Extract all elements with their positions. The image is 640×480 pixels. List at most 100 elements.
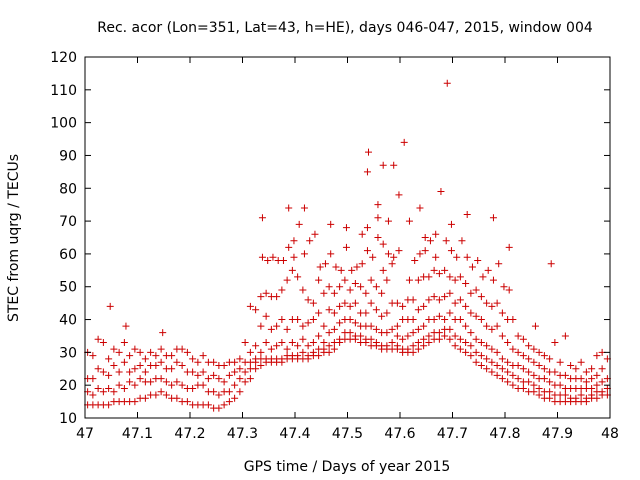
data-point <box>467 309 475 317</box>
data-point <box>456 345 464 353</box>
data-point <box>567 361 575 369</box>
data-point <box>556 381 564 389</box>
data-point <box>435 312 443 320</box>
data-point <box>215 375 223 383</box>
data-point <box>321 260 329 268</box>
data-point <box>463 211 471 219</box>
data-point <box>443 79 451 87</box>
data-point <box>332 263 340 271</box>
data-point <box>420 335 428 343</box>
data-point <box>220 401 228 409</box>
data-point <box>288 266 296 274</box>
data-point <box>267 325 275 333</box>
data-point <box>472 335 480 343</box>
data-point <box>414 276 422 284</box>
data-point <box>299 286 307 294</box>
data-point <box>451 342 459 350</box>
data-point <box>462 302 470 310</box>
data-point <box>320 345 328 353</box>
data-point <box>483 342 491 350</box>
data-point <box>252 365 260 373</box>
data-point <box>379 240 387 248</box>
data-point <box>414 306 422 314</box>
data-point <box>294 342 302 350</box>
data-point <box>300 204 308 212</box>
data-point <box>484 266 492 274</box>
data-point <box>126 378 134 386</box>
data-point <box>488 325 496 333</box>
data-point <box>342 243 350 251</box>
data-point <box>94 384 102 392</box>
data-point <box>483 365 491 373</box>
data-point <box>453 253 461 261</box>
data-point <box>89 352 97 360</box>
data-point <box>446 309 454 317</box>
data-point <box>225 388 233 396</box>
data-point <box>353 263 361 271</box>
data-point <box>94 335 102 343</box>
data-point <box>315 309 323 317</box>
data-point <box>535 391 543 399</box>
chart-title: Rec. acor (Lon=351, Lat=43, h=HE), days … <box>97 20 593 36</box>
data-point <box>446 325 454 333</box>
data-point <box>327 220 335 228</box>
data-point <box>241 368 249 376</box>
data-point <box>378 312 386 320</box>
data-point <box>210 358 218 366</box>
data-point <box>540 352 548 360</box>
data-point <box>105 401 113 409</box>
data-point <box>463 253 471 261</box>
data-point <box>540 375 548 383</box>
data-point <box>269 253 277 261</box>
data-point <box>551 339 559 347</box>
data-point <box>367 299 375 307</box>
data-point <box>477 316 485 324</box>
data-point <box>598 365 606 373</box>
data-point <box>279 256 287 264</box>
data-point <box>441 266 449 274</box>
data-point <box>462 279 470 287</box>
data-point <box>199 368 207 376</box>
data-point <box>147 348 155 356</box>
data-point <box>462 339 470 347</box>
data-point <box>273 342 281 350</box>
data-point <box>588 375 596 383</box>
data-point <box>472 312 480 320</box>
data-point <box>399 302 407 310</box>
data-point <box>483 299 491 307</box>
data-point <box>446 289 454 297</box>
data-point <box>99 368 107 376</box>
data-point <box>467 289 475 297</box>
data-point <box>577 391 585 399</box>
data-point <box>346 302 354 310</box>
data-point <box>390 253 398 261</box>
data-point <box>346 286 354 294</box>
data-point <box>231 368 239 376</box>
data-point <box>435 329 443 337</box>
data-point <box>593 371 601 379</box>
data-point <box>178 361 186 369</box>
data-point <box>393 342 401 350</box>
data-point <box>316 263 324 271</box>
data-point <box>400 138 408 146</box>
data-point <box>372 325 380 333</box>
data-point <box>173 394 181 402</box>
data-point <box>231 381 239 389</box>
data-point <box>220 361 228 369</box>
data-point <box>120 339 128 347</box>
data-point <box>241 378 249 386</box>
data-point <box>504 358 512 366</box>
data-point <box>593 381 601 389</box>
data-point <box>194 371 202 379</box>
data-point <box>477 361 485 369</box>
x-tick-label: 47.9 <box>542 426 573 442</box>
data-point <box>236 375 244 383</box>
data-point <box>472 348 480 356</box>
data-point <box>430 293 438 301</box>
data-point <box>327 250 335 258</box>
data-point <box>582 368 590 376</box>
data-point <box>367 335 375 343</box>
data-point <box>414 345 422 353</box>
data-point <box>283 325 291 333</box>
data-point <box>409 342 417 350</box>
